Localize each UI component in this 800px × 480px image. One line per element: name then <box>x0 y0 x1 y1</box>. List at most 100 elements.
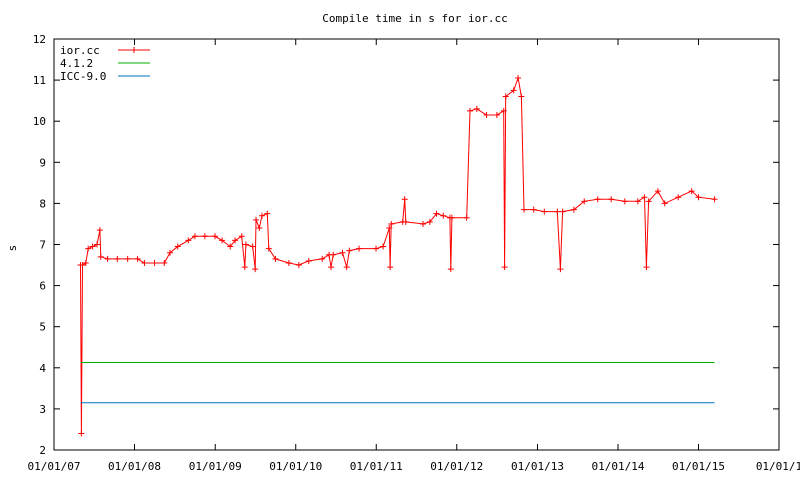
x-tick-label: 01/01/12 <box>430 460 483 473</box>
data-point <box>191 233 198 240</box>
data-point <box>387 264 394 271</box>
data-point <box>339 249 346 256</box>
series-layer <box>77 75 718 437</box>
data-point <box>661 200 668 207</box>
data-point <box>594 196 601 203</box>
y-tick-label: 9 <box>39 156 46 169</box>
data-point <box>227 243 234 250</box>
series-0 <box>77 75 718 437</box>
data-point <box>688 188 695 195</box>
data-point <box>85 245 92 252</box>
data-point <box>493 112 500 119</box>
x-tick-label: 01/01/10 <box>269 460 322 473</box>
data-point <box>386 225 393 232</box>
y-tick-label: 2 <box>39 444 46 457</box>
data-point <box>114 255 121 262</box>
data-point <box>388 220 395 227</box>
data-point <box>219 237 226 244</box>
data-point <box>401 196 408 203</box>
data-point <box>541 208 548 215</box>
data-point <box>330 251 337 258</box>
data-point <box>420 220 427 227</box>
data-point <box>530 206 537 213</box>
data-point <box>343 264 350 271</box>
y-tick-label: 3 <box>39 403 46 416</box>
data-point <box>654 188 661 195</box>
data-point <box>554 208 561 215</box>
data-point <box>78 430 85 437</box>
x-tick-label: 01/01/13 <box>511 460 564 473</box>
data-point <box>346 247 353 254</box>
data-point <box>695 194 702 201</box>
x-tick-label: 01/01/08 <box>108 460 161 473</box>
data-point <box>466 107 473 114</box>
data-point <box>124 255 131 262</box>
data-point <box>238 233 245 240</box>
data-point <box>447 266 454 273</box>
data-point <box>675 194 682 201</box>
data-point <box>463 214 470 221</box>
data-point <box>134 255 141 262</box>
data-point <box>212 233 219 240</box>
chart-title: Compile time in s for ior.cc <box>322 12 507 25</box>
data-point <box>645 198 652 205</box>
y-tick-label: 10 <box>33 115 46 128</box>
legend-marker <box>131 47 137 53</box>
data-point <box>448 214 455 221</box>
data-point <box>643 264 650 271</box>
data-point <box>518 93 525 100</box>
data-point <box>89 243 96 250</box>
data-point <box>328 264 335 271</box>
data-point <box>174 243 181 250</box>
data-point <box>265 245 272 252</box>
x-tick-label: 01/01/14 <box>591 460 644 473</box>
data-point <box>264 210 271 217</box>
data-point <box>242 241 249 248</box>
data-point <box>521 206 528 213</box>
data-point <box>559 208 566 215</box>
data-point <box>249 243 256 250</box>
data-point <box>151 259 158 266</box>
series-line <box>80 76 715 434</box>
data-point <box>253 216 260 223</box>
x-tick-label: 01/01/11 <box>350 460 403 473</box>
data-point <box>581 198 588 205</box>
data-point <box>711 196 718 203</box>
data-point <box>402 218 409 225</box>
x-tick-label: 01/01/15 <box>672 460 725 473</box>
data-point <box>167 249 174 256</box>
data-point <box>621 198 628 205</box>
data-point <box>515 75 522 82</box>
legend-label: ior.cc <box>60 44 100 57</box>
data-point <box>641 194 648 201</box>
data-point <box>557 266 564 273</box>
data-point <box>356 245 363 252</box>
y-tick-label: 4 <box>39 362 46 375</box>
data-point <box>380 243 387 250</box>
data-point <box>141 259 148 266</box>
data-point <box>256 225 263 232</box>
legend-label: ICC-9.0 <box>60 70 106 83</box>
data-point <box>97 253 104 260</box>
data-point <box>161 259 168 266</box>
y-tick-label: 6 <box>39 280 46 293</box>
data-point <box>373 245 380 252</box>
data-point <box>232 237 239 244</box>
y-tick-label: 7 <box>39 239 46 252</box>
y-axis-label: s <box>6 245 19 252</box>
data-point <box>433 210 440 217</box>
data-point <box>510 87 517 94</box>
data-point <box>201 233 208 240</box>
legend-label: 4.1.2 <box>60 57 93 70</box>
data-point <box>82 259 89 266</box>
data-point <box>258 212 265 219</box>
x-tick-label: 01/01/09 <box>189 460 242 473</box>
data-point <box>319 255 326 262</box>
data-point <box>473 105 480 112</box>
y-axis: 2 3 4 5 6 7 8 9 10 11 12 <box>33 33 779 457</box>
data-point <box>483 112 490 119</box>
y-tick-label: 11 <box>33 74 46 87</box>
data-point <box>500 107 507 114</box>
